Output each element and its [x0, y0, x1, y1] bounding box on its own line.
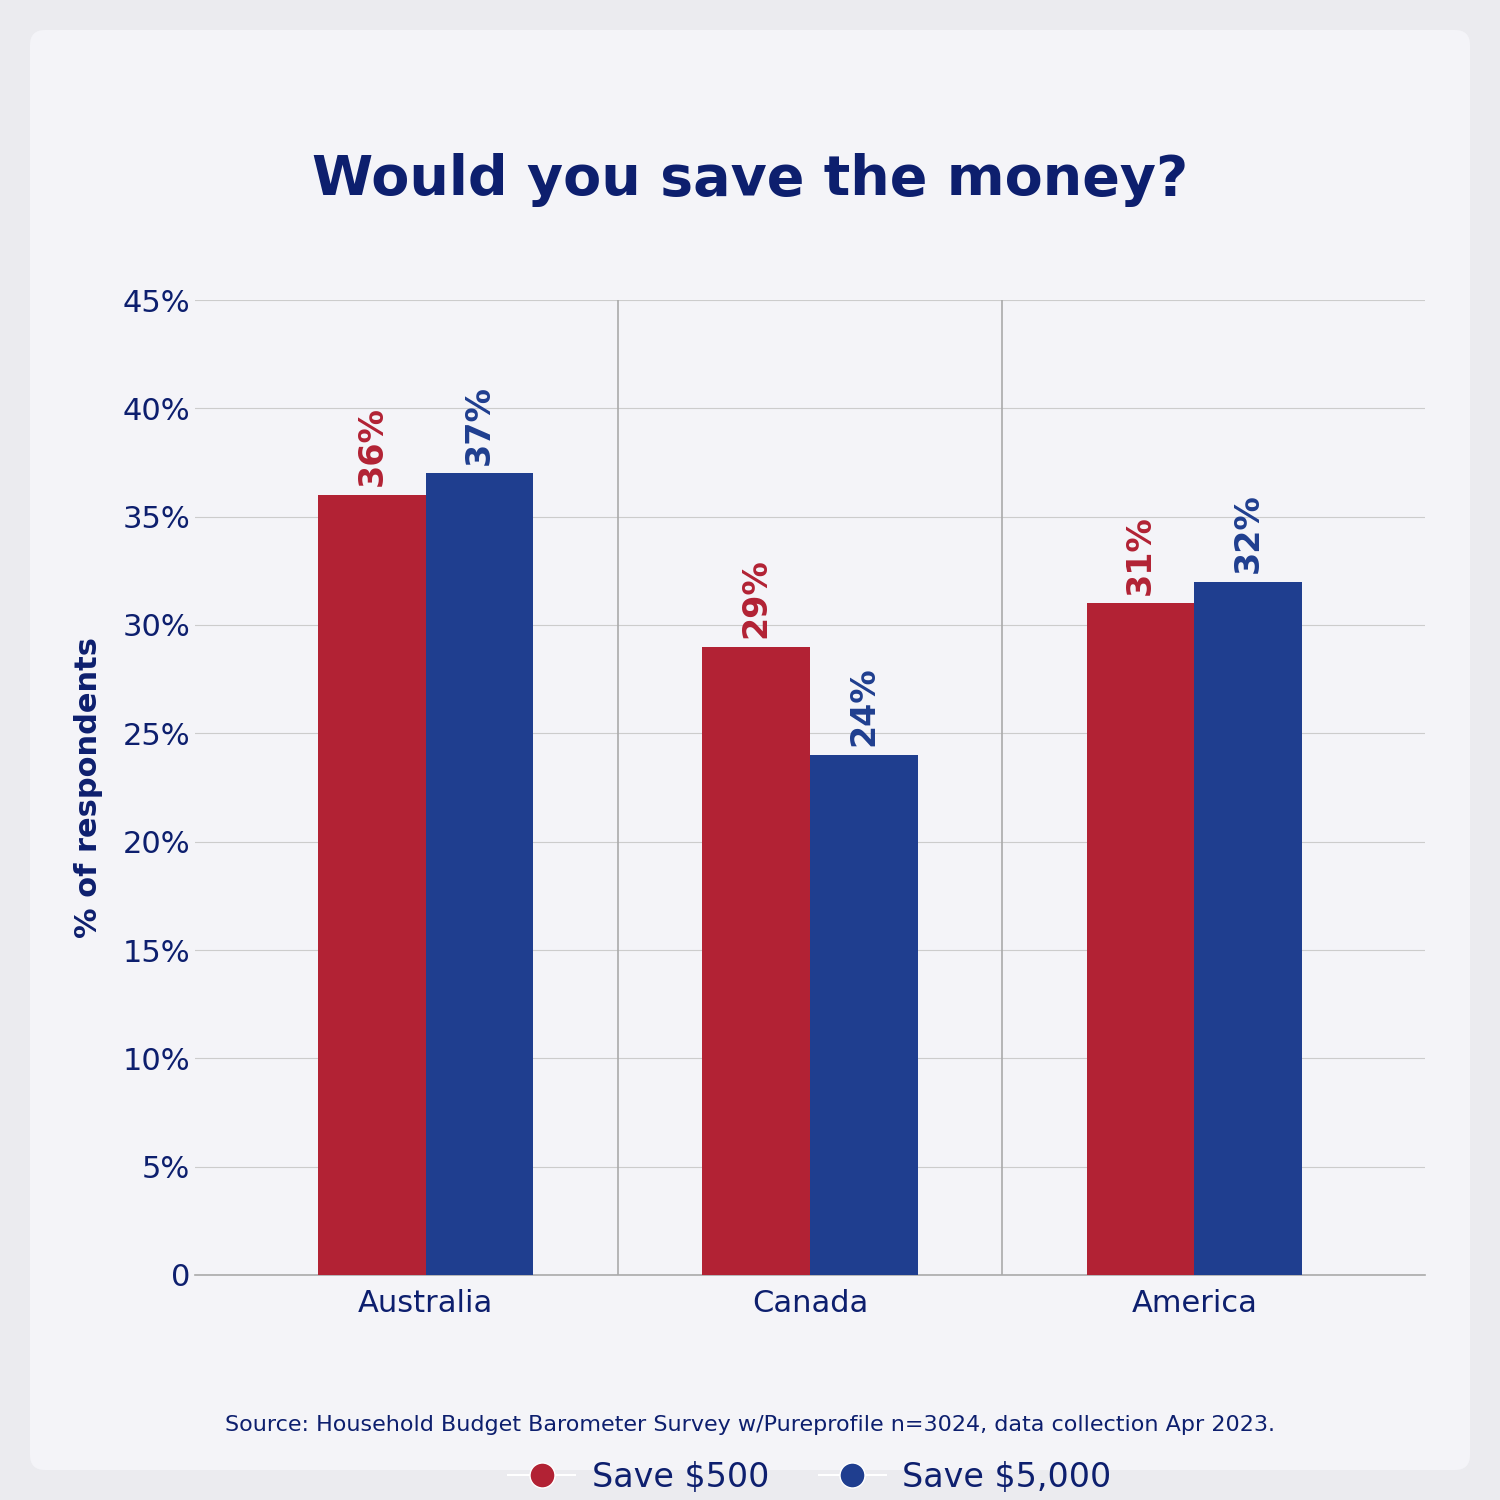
FancyBboxPatch shape [30, 30, 1470, 1470]
Y-axis label: % of respondents: % of respondents [74, 638, 104, 938]
Text: Source: Household Budget Barometer Survey w/Pureprofile n=3024, data collection : Source: Household Budget Barometer Surve… [225, 1414, 1275, 1436]
Text: 29%: 29% [740, 558, 772, 638]
Text: 37%: 37% [464, 386, 496, 465]
Bar [1086, 603, 1194, 1275]
Bar [810, 754, 918, 1275]
Text: 32%: 32% [1232, 494, 1264, 573]
Text: 36%: 36% [356, 406, 388, 486]
Bar [1194, 582, 1302, 1275]
Bar [426, 474, 534, 1275]
Text: 31%: 31% [1124, 514, 1156, 594]
Bar [318, 495, 426, 1275]
Text: Would you save the money?: Would you save the money? [312, 153, 1188, 207]
Bar [702, 646, 810, 1275]
Legend: Save $500, Save $5,000: Save $500, Save $5,000 [495, 1448, 1125, 1500]
Text: 24%: 24% [847, 666, 880, 747]
